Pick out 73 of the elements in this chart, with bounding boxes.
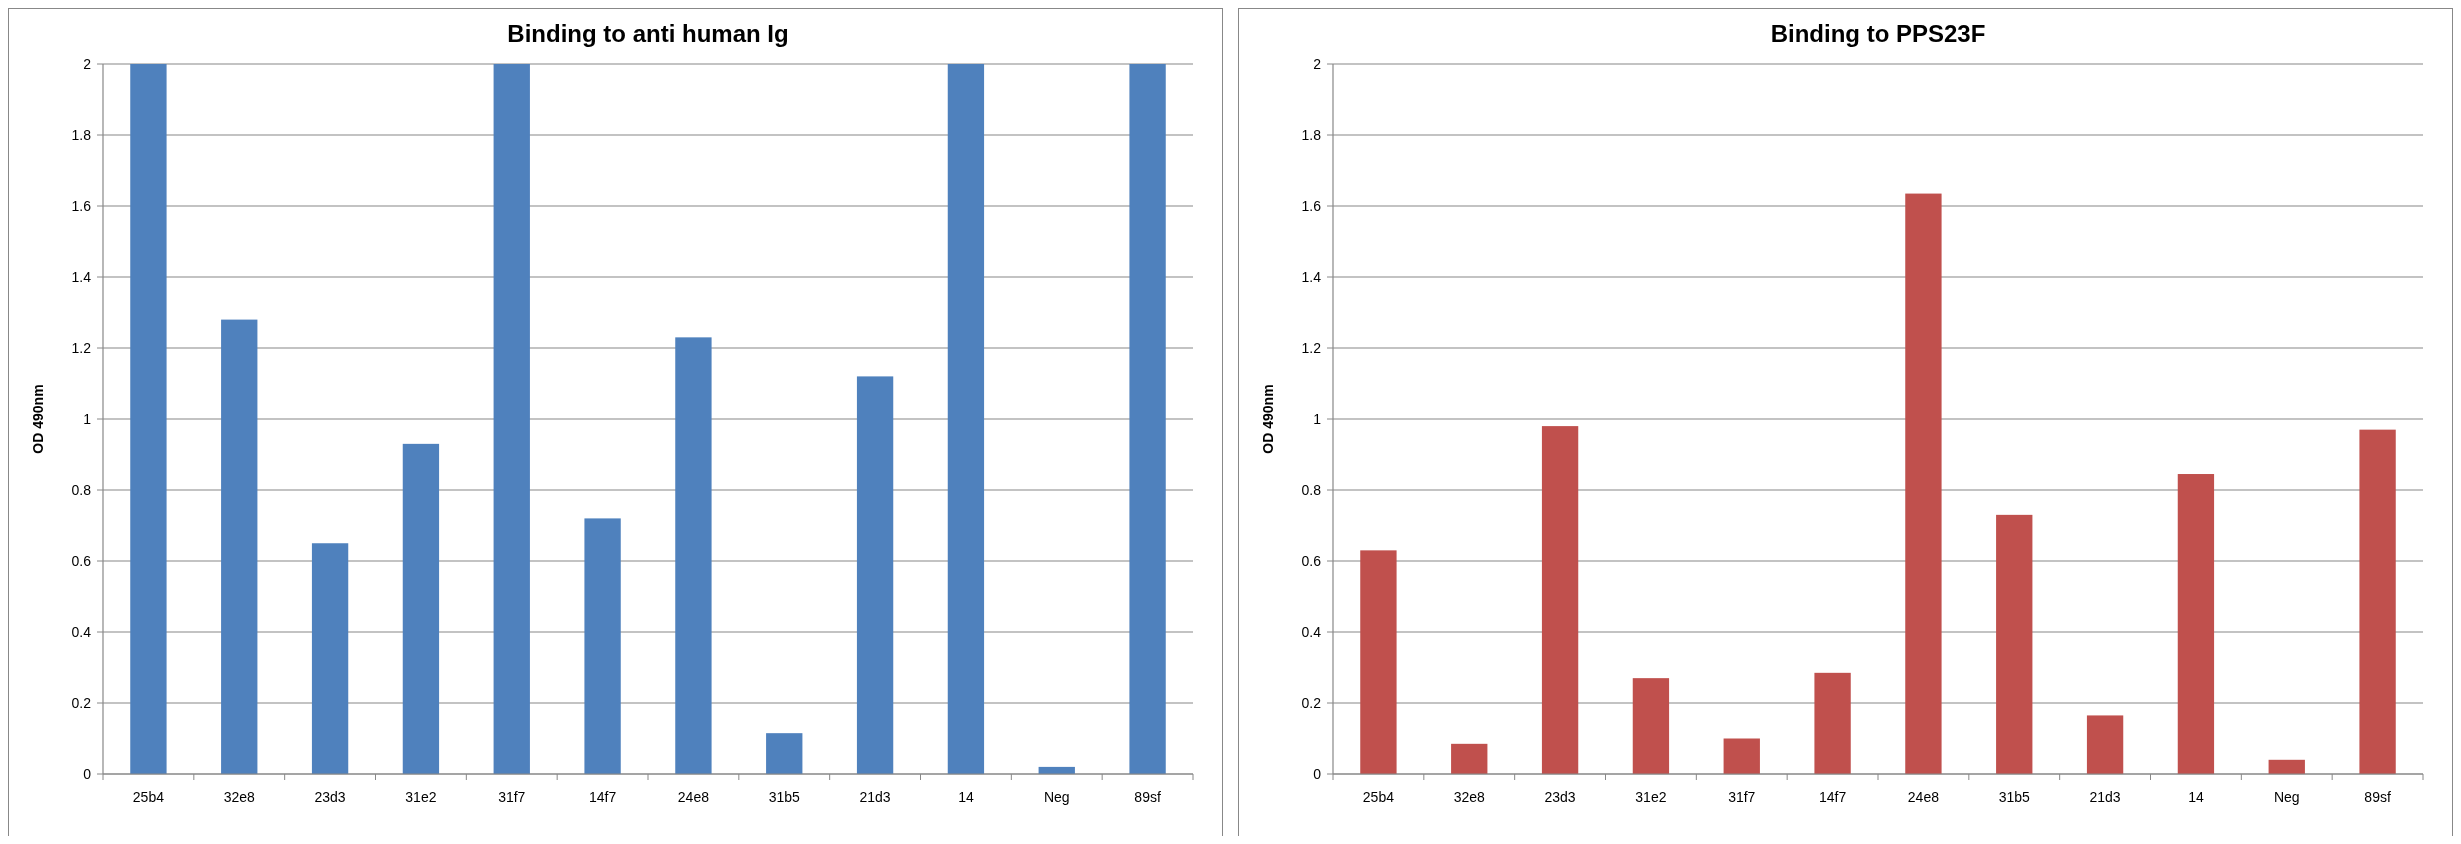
y-tick-label: 1.4	[1301, 268, 1322, 285]
x-tick-label: 21d3	[2089, 789, 2121, 805]
chart-title: Binding to anti human Ig	[507, 20, 789, 47]
bar	[2268, 759, 2305, 774]
bar	[1541, 426, 1579, 774]
x-tick-label: 14	[2188, 789, 2204, 805]
x-tick-label: 31e2	[1635, 789, 1667, 805]
x-tick-label: 14f7	[1818, 789, 1847, 805]
x-tick-label: 32e8	[1453, 789, 1486, 805]
x-tick-label: 24e8	[677, 789, 710, 805]
x-tick-label: 23d3	[314, 789, 346, 805]
y-tick-label: 1	[1313, 410, 1322, 427]
y-tick-label: 1.2	[71, 339, 92, 356]
y-tick-label: 1.4	[71, 268, 92, 285]
y-tick-label: 1	[83, 410, 92, 427]
x-tick-label: 21d3	[859, 789, 891, 805]
x-tick-label: 31f7	[1728, 789, 1756, 805]
y-tick-label: 0	[83, 765, 92, 782]
bar	[1360, 550, 1397, 774]
bar	[1632, 678, 1670, 774]
bar	[1723, 738, 1760, 774]
x-tick-label: 31b5	[1998, 789, 2031, 805]
y-tick-label: 0.6	[1301, 552, 1322, 569]
y-tick-label: 1.6	[71, 197, 92, 214]
y-tick-label: 1.8	[1301, 126, 1322, 143]
bar	[2086, 715, 2124, 774]
bar	[766, 733, 803, 774]
y-tick-label: 0.2	[71, 694, 92, 711]
x-tick-label: 14f7	[588, 789, 617, 805]
y-tick-label: 0.6	[71, 552, 92, 569]
y-tick-label: 0	[1313, 765, 1322, 782]
bar	[856, 376, 894, 774]
bar	[947, 64, 985, 774]
y-tick-label: 1.2	[1301, 339, 1322, 356]
bar	[221, 319, 258, 774]
bar	[2359, 429, 2396, 774]
bar	[584, 518, 621, 774]
bar	[2177, 474, 2215, 774]
bar	[675, 337, 712, 774]
y-tick-label: 0.2	[1301, 694, 1322, 711]
x-tick-label: Neg	[2273, 789, 2300, 805]
y-axis-title: OD 490nm	[30, 384, 46, 454]
x-tick-label: 24e8	[1907, 789, 1940, 805]
y-tick-label: 0.4	[1301, 623, 1322, 640]
y-tick-label: 2	[1313, 55, 1322, 72]
y-tick-label: 1.6	[1301, 197, 1322, 214]
x-tick-label: 32e8	[223, 789, 256, 805]
y-tick-label: 1.8	[71, 126, 92, 143]
bar	[493, 64, 530, 774]
bar	[402, 443, 440, 774]
x-tick-label: 25b4	[1362, 789, 1395, 805]
bar	[1905, 193, 1942, 774]
y-tick-label: 0.8	[1301, 481, 1322, 498]
bar	[1451, 743, 1488, 774]
bar	[311, 543, 349, 774]
y-tick-label: 0.4	[71, 623, 92, 640]
x-tick-label: 14	[958, 789, 974, 805]
x-tick-label: 89sf	[1134, 789, 1161, 805]
bar	[130, 64, 167, 774]
y-tick-label: 2	[83, 55, 92, 72]
x-tick-label: 31b5	[768, 789, 801, 805]
x-tick-label: 25b4	[132, 789, 165, 805]
y-tick-label: 0.8	[71, 481, 92, 498]
x-tick-label: 31f7	[498, 789, 526, 805]
bar	[1814, 672, 1851, 774]
bar	[1996, 514, 2033, 774]
bar	[1129, 64, 1166, 774]
y-axis-title: OD 490nm	[1260, 384, 1276, 454]
x-tick-label: 23d3	[1544, 789, 1576, 805]
chart-title: Binding to PPS23F	[1770, 20, 1986, 47]
x-tick-label: 89sf	[2364, 789, 2391, 805]
x-tick-label: Neg	[1043, 789, 1070, 805]
x-tick-label: 31e2	[405, 789, 437, 805]
